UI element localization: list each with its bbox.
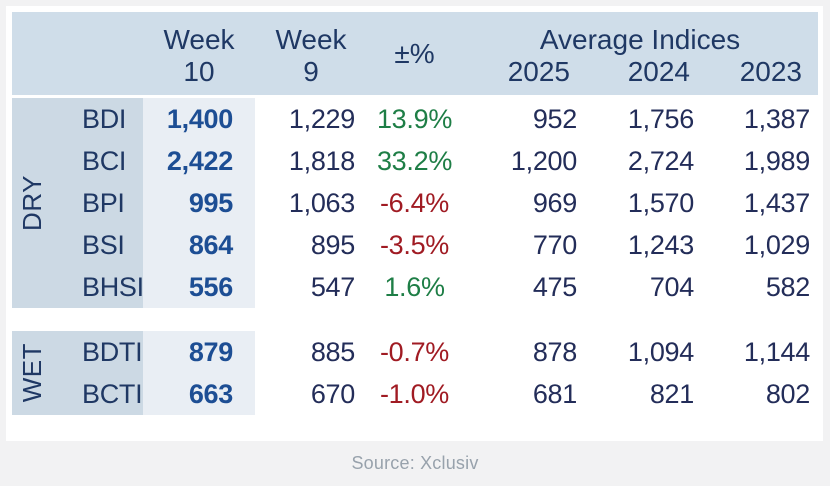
cell-week9-value: 895: [310, 229, 355, 260]
cell-week10-value: 879: [143, 331, 255, 373]
group-dry: DRY BDI 1,400 1,229 13.9% 952 1,756 1,387 BCI 2,4…: [12, 98, 818, 308]
header-spacer: [12, 12, 143, 95]
cell-index-label: BPI: [52, 182, 143, 224]
cell-pct-change: 13.9%: [376, 103, 453, 134]
cell-avg-2023: 1,989: [743, 145, 810, 176]
header-week10-line1: Week: [163, 24, 235, 55]
header-year-2025: 2025: [507, 56, 570, 87]
cell-index-label: BCI: [52, 140, 143, 182]
header-year-2024: 2024: [627, 56, 690, 87]
cell-avg-2025: 770: [532, 229, 577, 260]
indices-table: Week 10 Week 9 ±% Average Indices 2025 2…: [12, 12, 818, 415]
header-week9: Week 9: [255, 12, 367, 95]
group-label-dry: DRY: [12, 98, 52, 308]
cell-avg-2024: 1,570: [627, 187, 694, 218]
cell-week10-value: 556: [143, 266, 255, 308]
cell-avg-2024: 1,094: [627, 336, 694, 367]
cell-week10-value: 2,422: [143, 140, 255, 182]
header-average-indices: Average Indices 2025 2024 2023: [462, 12, 818, 95]
cell-avg-2025: 681: [532, 378, 577, 409]
cell-index-label: BDTI: [52, 331, 143, 373]
source-text: Source: Xclusiv: [351, 453, 479, 473]
header-year-2023: 2023: [739, 56, 802, 87]
cell-avg-2024: 1,243: [627, 229, 694, 260]
header-pct-change: ±%: [394, 37, 435, 69]
cell-index-label: BSI: [52, 224, 143, 266]
group-label-text: WET: [16, 343, 47, 403]
cell-avg-2024: 704: [649, 271, 694, 302]
cell-avg-2024: 1,756: [627, 103, 694, 134]
header-average-indices-title: Average Indices: [539, 24, 741, 55]
cell-week10-value: 1,400: [143, 98, 255, 140]
cell-week10-value: 663: [143, 373, 255, 415]
group-wet: WET BDTI 879 885 -0.7% 878 1,094 1,144 BCTI 663 67…: [12, 331, 818, 415]
cell-avg-2023: 582: [765, 271, 810, 302]
cell-index-label: BDI: [52, 98, 143, 140]
cell-avg-2023: 1,144: [743, 336, 810, 367]
cell-avg-2024: 821: [649, 378, 694, 409]
cell-week9-value: 1,818: [288, 145, 355, 176]
cell-week10-value: 995: [143, 182, 255, 224]
cell-week9-value: 547: [310, 271, 355, 302]
cell-avg-2023: 1,437: [743, 187, 810, 218]
header-week10: Week 10: [143, 12, 255, 95]
table-header: Week 10 Week 9 ±% Average Indices 2025 2…: [12, 12, 818, 95]
header-week10-line2: 10: [183, 56, 215, 87]
cell-pct-change: -0.7%: [379, 336, 450, 367]
cell-index-label: BHSI: [52, 266, 144, 308]
cell-pct-change: -3.5%: [379, 229, 450, 260]
cell-week9-value: 1,063: [288, 187, 355, 218]
cell-avg-2025: 1,200: [510, 145, 577, 176]
header-week9-line1: Week: [275, 24, 347, 55]
cell-pct-change: -1.0%: [379, 378, 450, 409]
table-body: DRY BDI 1,400 1,229 13.9% 952 1,756 1,387 BCI 2,4…: [12, 98, 818, 415]
cell-avg-2025: 475: [532, 271, 577, 302]
cell-week9-value: 670: [310, 378, 355, 409]
cell-avg-2024: 2,724: [627, 145, 694, 176]
group-label-text: DRY: [16, 175, 47, 231]
cell-avg-2025: 878: [532, 336, 577, 367]
cell-pct-change: 1.6%: [384, 271, 445, 302]
cell-week9-value: 1,229: [288, 103, 355, 134]
cell-avg-2023: 802: [765, 378, 810, 409]
cell-index-label: BCTI: [52, 373, 143, 415]
cell-avg-2023: 1,387: [743, 103, 810, 134]
group-label-wet: WET: [12, 331, 52, 415]
cell-week10-value: 864: [143, 224, 255, 266]
table-card: Week 10 Week 9 ±% Average Indices 2025 2…: [6, 6, 823, 441]
cell-avg-2025: 952: [532, 103, 577, 134]
cell-pct-change: 33.2%: [376, 145, 453, 176]
cell-week9-value: 885: [310, 336, 355, 367]
cell-avg-2023: 1,029: [743, 229, 810, 260]
cell-avg-2025: 969: [532, 187, 577, 218]
source-footer: Source: Xclusiv: [0, 441, 830, 486]
cell-pct-change: -6.4%: [379, 187, 450, 218]
header-average-years: 2025 2024 2023: [462, 56, 818, 88]
header-week9-line2: 9: [303, 56, 319, 87]
